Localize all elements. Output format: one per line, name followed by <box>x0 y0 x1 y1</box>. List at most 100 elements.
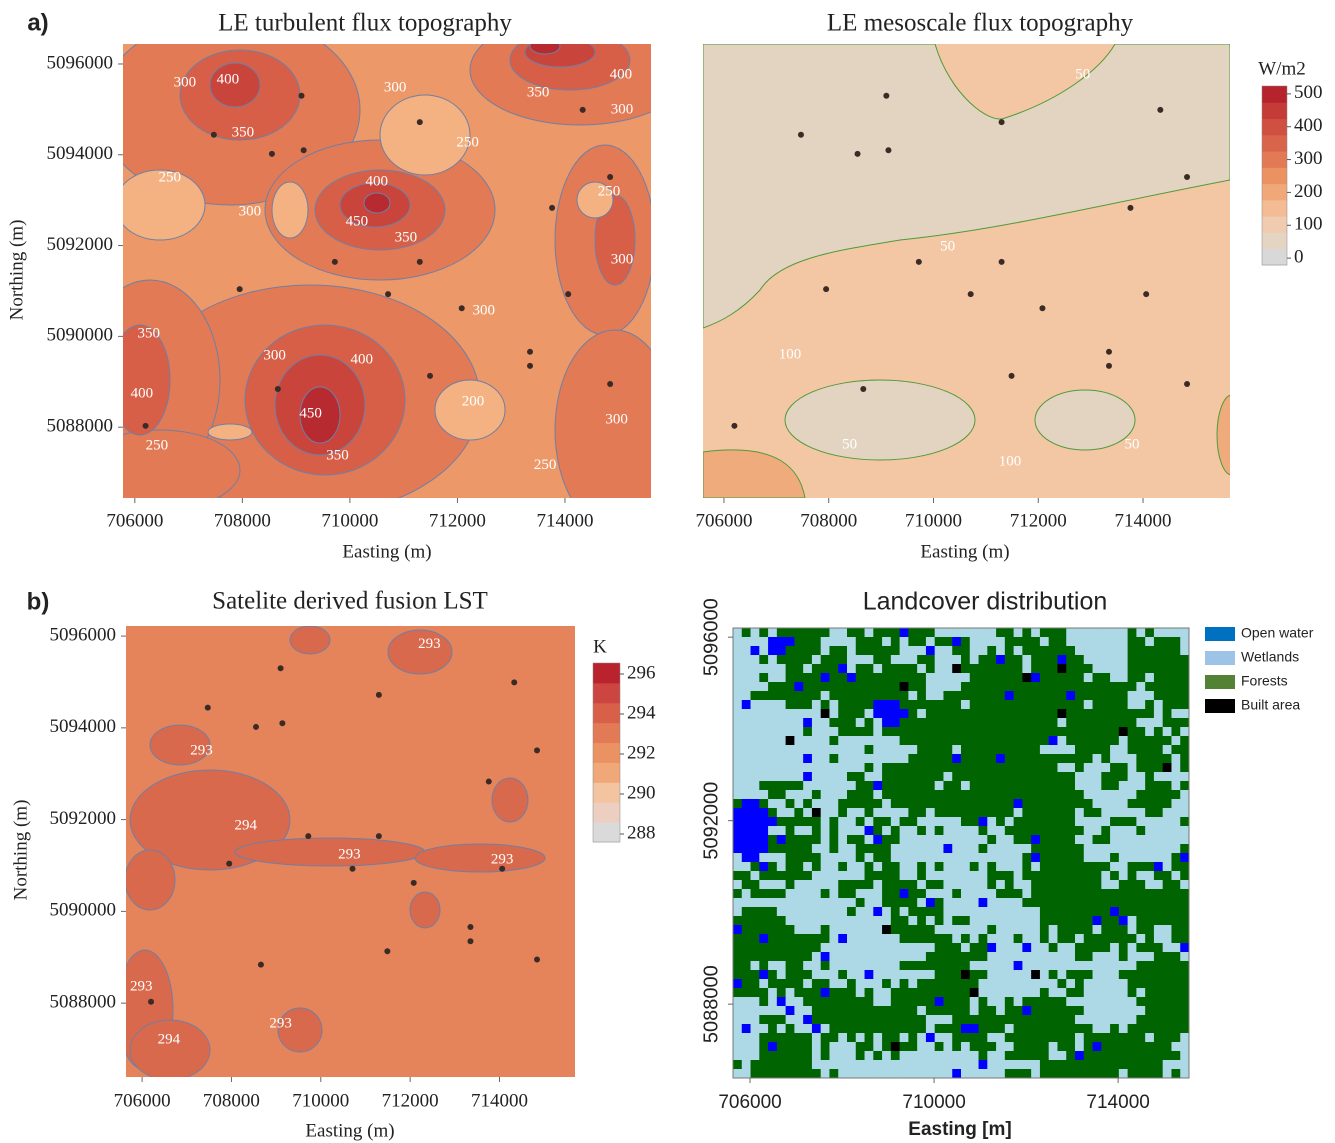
landcover-cell <box>864 709 874 719</box>
landcover-cell <box>1022 1051 1032 1061</box>
landcover-cell <box>1127 979 1137 989</box>
colorbar-band <box>1262 134 1287 152</box>
landcover-cell <box>882 673 892 683</box>
landcover-cell <box>1145 826 1155 836</box>
landcover-cell <box>1110 799 1120 809</box>
landcover-cell <box>890 1042 901 1052</box>
landcover-cell <box>864 745 874 755</box>
landcover-cell <box>794 979 804 989</box>
landcover-cell <box>811 1042 822 1052</box>
landcover-cell <box>1039 1006 1050 1016</box>
landcover-cell <box>917 1033 927 1043</box>
landcover-cell <box>978 862 988 872</box>
landcover-cell <box>759 727 769 737</box>
landcover-cell <box>917 943 927 953</box>
landcover-cell <box>829 799 839 809</box>
landcover-cell <box>1136 763 1146 773</box>
landcover-cell <box>803 1015 813 1025</box>
landcover-cell <box>899 844 909 854</box>
landcover-cell <box>908 637 918 647</box>
landcover-cell <box>864 1060 874 1070</box>
landcover-cell <box>1013 781 1023 791</box>
landcover-cell <box>996 997 1006 1007</box>
landcover-cell <box>1083 763 1093 773</box>
landcover-cell <box>917 1051 927 1061</box>
landcover-cell <box>890 799 901 809</box>
landcover-cell <box>768 718 778 728</box>
landcover-cell <box>733 799 743 809</box>
landcover-cell <box>1048 952 1058 962</box>
station-point <box>485 778 492 785</box>
landcover-cell <box>1101 781 1111 791</box>
landcover-cell <box>1162 799 1172 809</box>
landcover-cell <box>1083 898 1093 908</box>
landcover-cell <box>996 673 1006 683</box>
landcover-cell <box>794 961 804 971</box>
station-point <box>797 131 804 138</box>
landcover-cell <box>1145 961 1155 971</box>
landcover-cell <box>803 637 813 647</box>
landcover-cell <box>750 1042 760 1052</box>
x-tick-label: 706000 <box>695 510 752 531</box>
landcover-cell <box>1171 709 1181 719</box>
y-tick-label: 5094000 <box>50 716 117 737</box>
landcover-cell <box>969 1051 979 1061</box>
landcover-cell <box>785 745 795 755</box>
landcover-cell <box>908 835 918 845</box>
landcover-cell <box>794 898 804 908</box>
landcover-cell <box>1092 790 1102 800</box>
landcover-cell <box>1092 682 1102 692</box>
landcover-cell <box>996 925 1006 935</box>
landcover-cell <box>882 988 892 998</box>
landcover-cell <box>864 880 874 890</box>
landcover-cell <box>855 1042 865 1052</box>
landcover-cell <box>1075 700 1085 710</box>
landcover-cell <box>978 1006 988 1016</box>
landcover-cell <box>1145 691 1155 701</box>
landcover-cell <box>855 997 865 1007</box>
landcover-cell <box>978 889 988 899</box>
landcover-cell <box>1118 1015 1129 1025</box>
landcover-cell <box>1057 961 1067 971</box>
landcover-cell <box>1066 781 1076 791</box>
landcover-cell <box>741 718 751 728</box>
stations <box>731 92 1191 429</box>
landcover-cell <box>759 934 769 944</box>
landcover-cell <box>847 871 857 881</box>
landcover-cell <box>961 772 971 782</box>
landcover-cell <box>1136 1042 1146 1052</box>
landcover-cell <box>1066 1060 1076 1070</box>
landcover-cell <box>1101 736 1111 746</box>
landcover-cell <box>1136 754 1146 764</box>
landcover-cell <box>1013 628 1023 638</box>
landcover-cell <box>829 808 839 818</box>
landcover-cell <box>987 1051 997 1061</box>
landcover-cell <box>855 673 865 683</box>
landcover-cell <box>882 745 892 755</box>
landcover-cell <box>1031 970 1041 980</box>
landcover-cell <box>1066 880 1076 890</box>
landcover-cell <box>847 1024 857 1034</box>
landcover-cell <box>1118 673 1129 683</box>
landcover-cell <box>873 745 883 755</box>
landcover-cell <box>741 673 751 683</box>
landcover-cell <box>1110 979 1120 989</box>
landcover-cell <box>1013 844 1023 854</box>
landcover-cell <box>864 934 874 944</box>
landcover-cell <box>794 745 804 755</box>
landcover-cell <box>961 1051 971 1061</box>
landcover-cell <box>1013 673 1023 683</box>
landcover-cell <box>829 817 839 827</box>
landcover-cell <box>1092 943 1102 953</box>
landcover-cell <box>908 736 918 746</box>
landcover-cell <box>1022 763 1032 773</box>
stations <box>148 665 541 1005</box>
landcover-cell <box>1153 961 1164 971</box>
landcover-cell <box>925 835 936 845</box>
landcover-cell <box>952 952 962 962</box>
landcover-cell <box>873 916 883 926</box>
landcover-cell <box>934 871 944 881</box>
landcover-cell <box>1013 646 1023 656</box>
landcover-cell <box>899 916 909 926</box>
landcover-cell <box>1057 754 1067 764</box>
